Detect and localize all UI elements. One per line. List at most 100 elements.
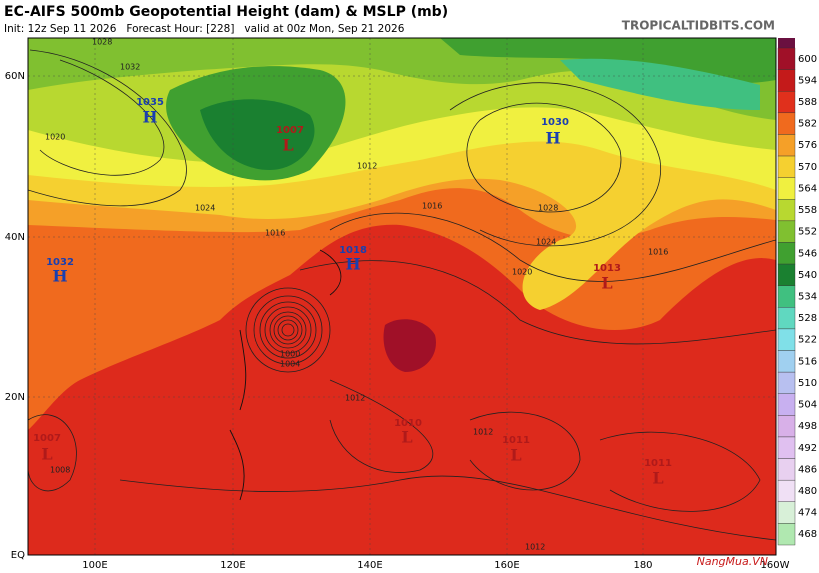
colorbar-label: 504 (798, 400, 817, 411)
lon-label: 160E (494, 560, 519, 571)
band-534 (560, 58, 760, 110)
colorbar-cell (777, 458, 796, 481)
coastline (229, 249, 342, 501)
colorbar-label: 516 (798, 356, 817, 367)
colorbar-label: 546 (798, 248, 817, 259)
colorbar-cell (777, 328, 796, 351)
colorbar-cell (777, 199, 796, 222)
colorbar-cell (777, 91, 796, 114)
isobar-label: 1012 (473, 428, 493, 437)
colorbar-label: 528 (798, 313, 817, 324)
colorbar-cell (777, 371, 796, 394)
center-value: 1010 (394, 418, 422, 429)
lat-label: 40N (5, 232, 25, 243)
isobar-label: 1024 (536, 238, 556, 247)
lat-label: 60N (5, 71, 25, 82)
center-value: 1013 (593, 263, 621, 274)
colorbar-cell (777, 501, 796, 524)
colorbar-label: 510 (798, 378, 817, 389)
colorbar-label: 498 (798, 421, 817, 432)
colorbar-cell (777, 134, 796, 157)
colorbar-label: 522 (798, 335, 817, 346)
center-value: 1011 (502, 435, 530, 446)
lon-label: 120E (220, 560, 245, 571)
center-value: 1018 (339, 245, 367, 256)
center-letter: H (52, 267, 67, 286)
center-value: 1030 (541, 117, 569, 128)
colorbar-cell (777, 523, 796, 546)
colorbar-top (778, 38, 795, 48)
center-value: 1035 (136, 97, 164, 108)
lon-labels: 100E 120E 140E 160E 180 160W (82, 560, 789, 571)
lon-label: 100E (82, 560, 107, 571)
isobar-label: 1016 (648, 248, 668, 257)
colorbar-cell (777, 479, 796, 502)
lon-label: 180 (633, 560, 652, 571)
colorbar-label: 558 (798, 205, 817, 216)
site: TROPICALTIDBITS.COM (622, 19, 775, 33)
band-594 (383, 319, 436, 372)
center-letter: L (510, 446, 521, 465)
colorbar-label: 552 (798, 227, 817, 238)
colorbar-cell (777, 69, 796, 92)
colorbar-label: 564 (798, 183, 817, 194)
center-letter: L (41, 445, 52, 464)
colorbar-label: 588 (798, 97, 817, 108)
isobar-label: 1032 (120, 63, 140, 72)
center-letter: H (545, 129, 560, 148)
isobar-label: 1012 (357, 162, 377, 171)
isobars (28, 49, 776, 541)
lat-label: 20N (5, 392, 25, 403)
lon-label: 160W (761, 560, 790, 571)
isobar-label: 1024 (195, 204, 215, 213)
colorbar-cell (777, 177, 796, 200)
colorbar-label: 600 (798, 54, 817, 65)
colorbar-cell (777, 112, 796, 135)
map-frame (27, 37, 777, 556)
colorbar-label: 480 (798, 486, 817, 497)
center-letter: L (652, 469, 663, 488)
colorbar-label: 582 (798, 119, 817, 130)
colorbar-label: 594 (798, 75, 817, 86)
colorbar-cell (777, 350, 796, 373)
isobar-labels: 1028 1032 1020 1024 1016 1012 1000 1004 … (45, 38, 668, 552)
graticule (28, 38, 776, 555)
colorbar-cell (777, 242, 796, 265)
isobar-label: 1028 (538, 204, 558, 213)
isobar-label: 1020 (512, 268, 532, 277)
lat-label: EQ (11, 550, 25, 561)
center-value: 1007 (33, 433, 61, 444)
colorbar-label: 492 (798, 443, 817, 454)
colorbar: 600 594 588 582 576 570 564 558 552 546 540 534 528 5… (777, 38, 817, 546)
colorbar-label: 474 (798, 508, 817, 519)
isobar-label: 1000 (280, 350, 300, 359)
colorbar-label: 486 (798, 464, 817, 475)
map (27, 37, 777, 556)
center-letter: L (401, 428, 412, 447)
colorbar-cell (777, 285, 796, 308)
isobar-label: 1012 (525, 543, 545, 552)
colorbar-cell (777, 415, 796, 438)
typhoon-isobars (245, 287, 331, 373)
lon-label: 140E (357, 560, 382, 571)
colorbar-label: 534 (798, 292, 817, 303)
colorbar-cell (777, 263, 796, 286)
colorbar-label: 540 (798, 270, 817, 281)
colorbar-label: 468 (798, 529, 817, 540)
colorbar-label: 576 (798, 140, 817, 151)
center-value: 1032 (46, 257, 74, 268)
isobar-label: 1016 (422, 202, 442, 211)
center-letter: L (282, 136, 293, 155)
colorbar-cell (777, 393, 796, 416)
colorbar-cell (777, 436, 796, 459)
isobar-label: 1020 (45, 133, 65, 142)
center-value: 1007 (276, 125, 304, 136)
